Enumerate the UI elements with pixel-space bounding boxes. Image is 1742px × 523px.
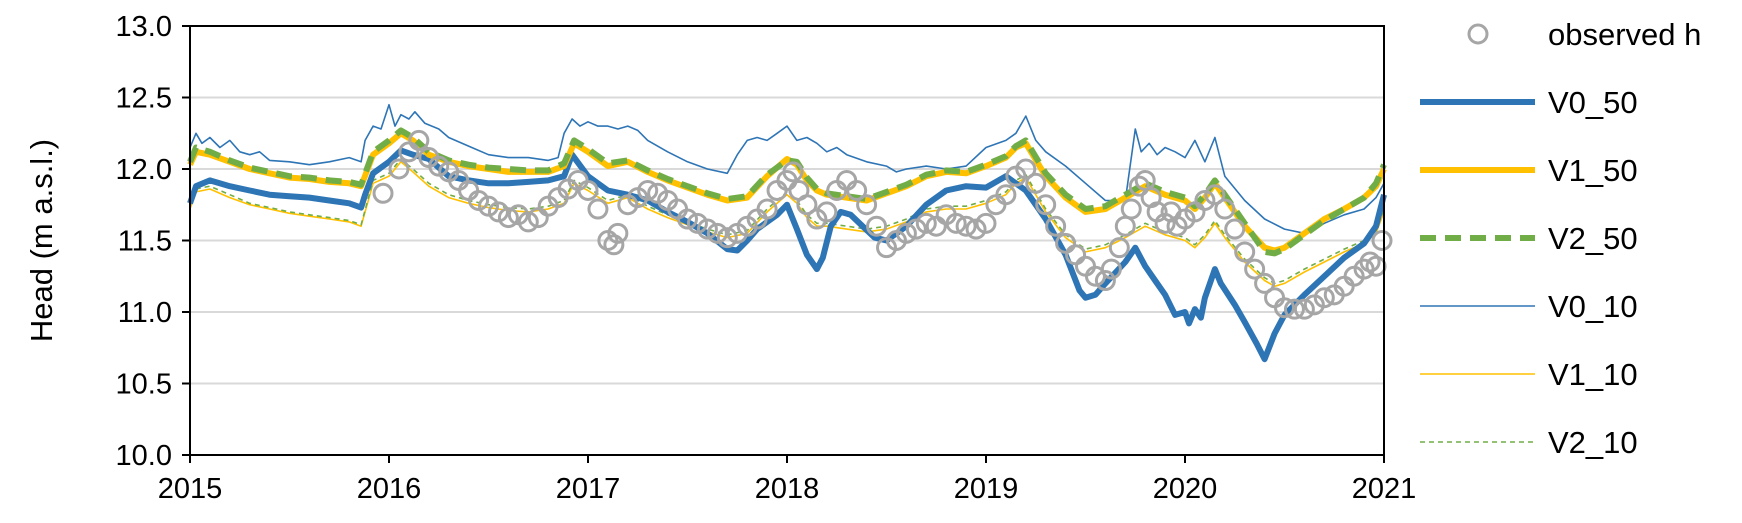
x-tick-label: 2017: [556, 473, 621, 505]
y-tick-label: 13.0: [116, 11, 172, 43]
observed-point: [696, 218, 718, 240]
series-line-v2-50: [187, 127, 1387, 257]
observed-point: [756, 198, 778, 220]
observed-point: [1108, 237, 1130, 259]
observed-point: [497, 207, 519, 229]
observed-point: [1274, 297, 1295, 319]
observed-point: [408, 129, 430, 151]
legend-label: V1_50: [1548, 153, 1638, 188]
legend-item-v0-50: V0_50: [1420, 85, 1638, 120]
x-tick-label: 2018: [755, 473, 820, 505]
observed-point: [816, 201, 838, 223]
observed-point: [995, 184, 1017, 206]
x-tick-label: 2020: [1153, 473, 1218, 505]
y-tick-label: 10.5: [116, 369, 172, 401]
legend: observed h V0_50 V1_50 V2_50 V0_10 V1_10 V2_10: [1420, 17, 1701, 460]
observed-point: [1244, 258, 1266, 280]
y-tick-label: 12.0: [116, 154, 172, 186]
observed-point: [866, 215, 888, 237]
observed-point: [1365, 255, 1387, 277]
legend-item-v1-10: V1_10: [1420, 357, 1638, 392]
observed-point: [1045, 215, 1067, 237]
series-line-v0-50: [187, 147, 1387, 363]
observed-point: [1204, 184, 1226, 206]
observed-point: [1214, 198, 1236, 220]
observed-point: [1234, 241, 1256, 263]
series-line-v2-10: [189, 158, 1385, 285]
legend-label: V0_50: [1548, 85, 1638, 120]
observed-point: [945, 212, 967, 234]
series-observed-h: [372, 129, 1393, 320]
observed-point: [1293, 298, 1315, 320]
observed-point: [706, 222, 728, 244]
y-axis: 10.0 10.5 11.0 11.5 12.0 12.5 13.0: [116, 11, 190, 472]
observed-point: [637, 179, 659, 201]
x-tick-label: 2016: [357, 473, 422, 505]
legend-marker: [1467, 23, 1489, 45]
observed-point: [677, 208, 698, 230]
x-axis: 2015 2016 2017 2018 2019 2020 2021: [158, 455, 1417, 505]
observed-point: [587, 198, 609, 220]
observed-point: [388, 158, 410, 180]
x-tick-label: 2019: [954, 473, 1019, 505]
observed-point: [1015, 158, 1037, 180]
observed-point: [1025, 172, 1047, 194]
observed-point: [782, 161, 804, 183]
legend-label: V0_10: [1548, 289, 1638, 324]
observed-point: [372, 182, 394, 204]
observed-point: [603, 234, 625, 256]
observed-point: [1120, 198, 1142, 220]
observed-point: [975, 212, 997, 234]
legend-label: V2_10: [1548, 425, 1638, 460]
observed-point: [796, 194, 818, 216]
observed-point: [1224, 218, 1246, 240]
legend-label: observed h: [1548, 17, 1701, 52]
observed-point: [517, 211, 539, 233]
y-tick-label: 12.5: [116, 83, 172, 115]
legend-label: V2_50: [1548, 221, 1638, 256]
legend-item-v2-10: V2_10: [1420, 425, 1638, 460]
observed-point: [1128, 175, 1150, 197]
y-tick-label: 11.0: [118, 297, 172, 329]
legend-item-v0-10: V0_10: [1420, 289, 1638, 324]
observed-point: [1254, 272, 1276, 294]
legend-item-v1-50: V1_50: [1420, 153, 1638, 188]
legend-item-observed-h: observed h: [1467, 17, 1701, 52]
observed-point: [856, 194, 878, 216]
observed-point: [1371, 230, 1393, 251]
observed-point: [607, 222, 629, 244]
observed-point: [1100, 258, 1122, 280]
observed-point: [846, 179, 868, 201]
legend-item-v2-50: V2_50: [1420, 221, 1638, 256]
x-tick-label: 2021: [1352, 473, 1417, 505]
observed-point: [577, 179, 599, 201]
observed-point: [955, 215, 977, 237]
observed-point: [1035, 194, 1057, 216]
observed-point: [716, 227, 738, 249]
observed-point: [915, 212, 937, 234]
series-line-v0-10: [189, 103, 1385, 235]
y-tick-label: 11.5: [118, 226, 172, 258]
observed-point: [1094, 270, 1116, 292]
series-layer: [187, 103, 1393, 363]
observed-point: [895, 222, 917, 244]
y-tick-label: 10.0: [116, 440, 172, 472]
observed-point: [1154, 212, 1176, 234]
legend-label: V1_10: [1548, 357, 1638, 392]
y-axis-title: Head (m a.s.l.): [24, 139, 59, 342]
observed-point: [1283, 298, 1305, 320]
observed-point: [1313, 287, 1335, 309]
x-tick-label: 2015: [158, 473, 223, 505]
